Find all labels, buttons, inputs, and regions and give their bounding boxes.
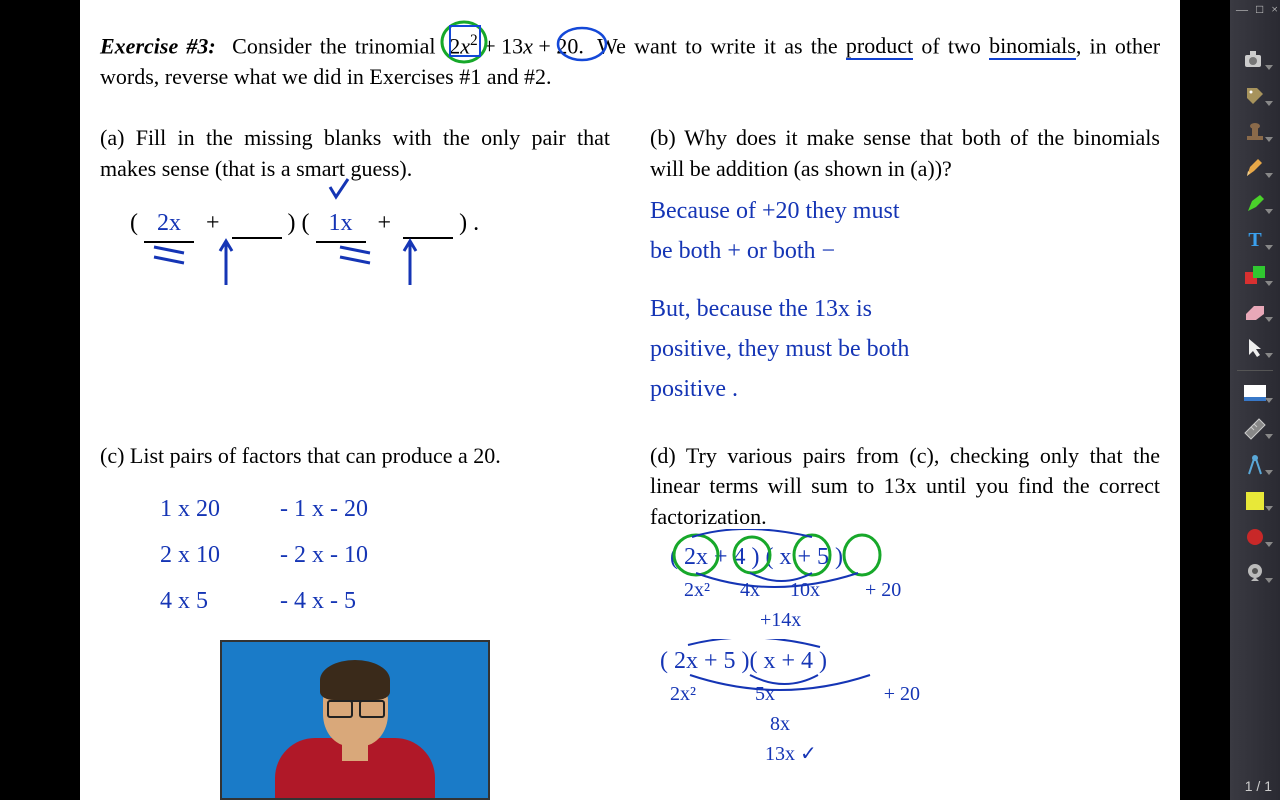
- compass-icon[interactable]: [1235, 449, 1275, 481]
- part-d-work: ( 2x + 4 ) ( x + 5 ) 2x² 4x: [650, 539, 1160, 769]
- window-controls[interactable]: — □ ×: [1236, 2, 1278, 17]
- exercise-label: Exercise #3:: [100, 33, 216, 58]
- right-margin: [1180, 0, 1230, 800]
- record-icon[interactable]: [1235, 521, 1275, 553]
- camera-icon[interactable]: [1235, 44, 1275, 76]
- document-canvas[interactable]: Exercise #3: Consider the trinomial 2x2 …: [80, 0, 1180, 800]
- part-b: (b) Why does it make sense that both of …: [650, 123, 1160, 411]
- webcam-icon[interactable]: [1235, 557, 1275, 589]
- right-toolbar: — □ × T: [1230, 0, 1280, 800]
- close-icon[interactable]: ×: [1271, 2, 1278, 17]
- highlighter-icon[interactable]: [1235, 188, 1275, 220]
- part-a: (a) Fill in the missing blanks with the …: [100, 123, 610, 411]
- stamp-icon[interactable]: [1235, 116, 1275, 148]
- whiteboard-icon[interactable]: [1235, 377, 1275, 409]
- underlined-product: product: [846, 33, 913, 60]
- pointer-icon[interactable]: [1235, 332, 1275, 364]
- underlined-binomials: binomials: [989, 33, 1076, 60]
- pencil-icon[interactable]: [1235, 152, 1275, 184]
- left-margin: [0, 0, 80, 800]
- webcam-feed: [220, 640, 490, 800]
- toolbar-separator: [1237, 370, 1273, 371]
- tag-icon[interactable]: [1235, 80, 1275, 112]
- minimize-icon[interactable]: —: [1236, 2, 1248, 17]
- ruler-icon[interactable]: [1235, 413, 1275, 445]
- maximize-icon[interactable]: □: [1256, 2, 1263, 17]
- factor-pairs: 1 x 20 2 x 10 4 x 5 - 1 x - 20 - 2 x - 1…: [160, 491, 610, 629]
- exercise-header: Exercise #3: Consider the trinomial 2x2 …: [100, 30, 1160, 93]
- page-indicator: 1 / 1: [1245, 778, 1272, 794]
- eraser-icon[interactable]: [1235, 296, 1275, 328]
- note-icon[interactable]: [1235, 485, 1275, 517]
- text-tool-icon[interactable]: T: [1235, 224, 1275, 256]
- part-b-answer: Because of +20 they must be both + or bo…: [650, 193, 1160, 407]
- part-d: (d) Try various pairs from (c), checking…: [650, 441, 1160, 769]
- shape-tool-icon[interactable]: [1235, 260, 1275, 292]
